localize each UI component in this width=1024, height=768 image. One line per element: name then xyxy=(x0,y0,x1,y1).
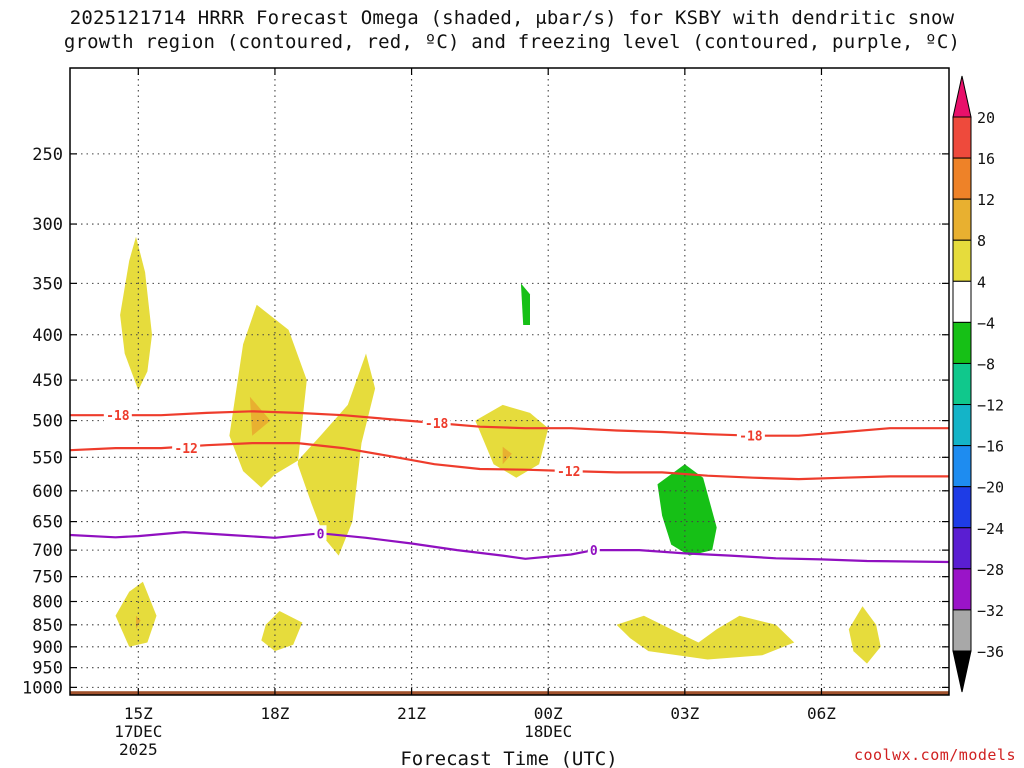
omega-region-13 xyxy=(136,615,141,630)
contour-label-5: 0 xyxy=(317,527,325,542)
x-tick-label-00Z: 00Z xyxy=(534,704,563,723)
omega-region-17 xyxy=(539,651,617,676)
y-tick-label-500: 500 xyxy=(32,412,63,432)
y-tick-label-650: 650 xyxy=(32,513,63,533)
watermark: coolwx.com/models xyxy=(853,746,1016,764)
colorbar-band-1 xyxy=(952,157,972,200)
contour-line-1 xyxy=(70,442,949,481)
x-tick-label-15Z: 15Z xyxy=(124,704,153,723)
omega-region-15 xyxy=(616,615,795,660)
omega-region-2 xyxy=(249,396,271,436)
title-line-1: 2025121714 HRRR Forecast Omega (shaded, … xyxy=(69,7,955,29)
y-tick-label-300: 300 xyxy=(32,215,63,235)
contour-line-0 xyxy=(70,410,949,437)
y-tick-label-600: 600 xyxy=(32,482,63,502)
x-tick-label-18Z: 18Z xyxy=(260,704,289,723)
x-tick-label-06Z: 06Z xyxy=(807,704,836,723)
colorbar-band-4 xyxy=(952,280,972,323)
y-tick-label-750: 750 xyxy=(32,568,63,588)
omega-region-0 xyxy=(120,236,152,391)
x-axis-title: Forecast Time (UTC) xyxy=(400,748,617,768)
contour-label-1: -12 xyxy=(174,442,197,457)
colorbar-band-8 xyxy=(952,445,972,488)
contour-label-bg-1 xyxy=(172,440,201,456)
colorbar-band-12 xyxy=(952,609,972,652)
colorbar-label-8: −16 xyxy=(977,438,1004,456)
colorbar-band-10 xyxy=(952,527,972,570)
colorbar-band-0 xyxy=(952,116,972,159)
colorbar-bottom-arrow xyxy=(952,650,972,693)
colorbar-band-9 xyxy=(952,486,972,529)
omega-region-7 xyxy=(502,446,512,465)
contour-label-bg-5 xyxy=(314,525,327,541)
contour-label-2: -18 xyxy=(425,417,449,432)
colorbar-label-6: −8 xyxy=(977,355,995,373)
colorbar-band-7 xyxy=(952,404,972,447)
colorbar-label-2: 12 xyxy=(977,191,995,209)
colorbar-label-12: −32 xyxy=(977,602,1004,620)
omega-region-11 xyxy=(457,539,512,582)
plot-frame xyxy=(69,67,950,696)
y-tick-label-250: 250 xyxy=(32,145,63,165)
contour-label-4: -18 xyxy=(739,430,763,445)
x-tick-label-21Z: 21Z xyxy=(397,704,426,723)
y-tick-label-900: 900 xyxy=(32,638,63,658)
x-tick-date-00Z: 18DEC xyxy=(524,722,572,741)
y-tick-label-450: 450 xyxy=(32,371,63,391)
colorbar-label-13: −36 xyxy=(977,643,1004,661)
omega-region-12 xyxy=(115,581,157,647)
omega-region-16 xyxy=(848,606,881,664)
contour-label-6: 0 xyxy=(590,544,598,559)
y-tick-label-400: 400 xyxy=(32,326,63,346)
y-tick-label-700: 700 xyxy=(32,541,63,561)
contour-label-bg-3 xyxy=(554,463,583,479)
colorbar-label-7: −12 xyxy=(977,397,1004,415)
omega-region-1 xyxy=(229,304,376,556)
colorbar-label-1: 16 xyxy=(977,150,995,168)
terrain-strip xyxy=(70,691,949,695)
x-tick-year-15Z: 2025 xyxy=(119,740,158,759)
chart-title: 2025121714 HRRR Forecast Omega (shaded, … xyxy=(0,6,1024,54)
contour-label-bg-0 xyxy=(103,407,132,423)
omega-region-10 xyxy=(657,464,717,556)
title-line-2: growth region (contoured, red, ºC) and f… xyxy=(63,31,961,53)
x-tick-date-15Z: 17DEC xyxy=(114,722,162,741)
colorbar-label-9: −20 xyxy=(977,479,1004,497)
omega-region-4 xyxy=(520,283,530,325)
omega-region-9 xyxy=(621,353,813,567)
y-tick-label-950: 950 xyxy=(32,659,63,679)
y-tick-label-550: 550 xyxy=(32,448,63,468)
plot-area: -18 -12 -18 -12 -18 0 0 xyxy=(70,68,949,695)
colorbar-label-4: 4 xyxy=(977,273,986,291)
colorbar-band-3 xyxy=(952,239,972,282)
colorbar-band-6 xyxy=(952,362,972,406)
contour-label-3: -12 xyxy=(557,465,580,480)
omega-region-14 xyxy=(261,611,303,652)
contour-label-bg-4 xyxy=(736,427,765,443)
omega-region-6 xyxy=(475,404,549,478)
x-tick-label-03Z: 03Z xyxy=(670,704,699,723)
contour-label-bg-2 xyxy=(422,414,451,430)
colorbar-band-11 xyxy=(952,568,972,611)
colorbar-label-11: −28 xyxy=(977,561,1004,579)
colorbar-label-0: 20 xyxy=(977,109,995,127)
colorbar-band-5 xyxy=(952,321,972,364)
colorbar-label-5: −4 xyxy=(977,314,995,332)
y-tick-label-350: 350 xyxy=(32,274,63,294)
contour-label-bg-6 xyxy=(587,542,600,558)
colorbar-band-2 xyxy=(952,198,972,241)
colorbar-label-10: −24 xyxy=(977,520,1004,538)
y-tick-label-1000: 1000 xyxy=(22,678,63,698)
contour-line-2 xyxy=(70,530,949,564)
colorbar-top-arrow xyxy=(952,75,972,118)
y-tick-label-800: 800 xyxy=(32,593,63,613)
y-tick-label-850: 850 xyxy=(32,616,63,636)
colorbar-label-3: 8 xyxy=(977,232,986,250)
omega-region-5 xyxy=(407,315,426,397)
contour-label-0: -18 xyxy=(106,409,130,424)
